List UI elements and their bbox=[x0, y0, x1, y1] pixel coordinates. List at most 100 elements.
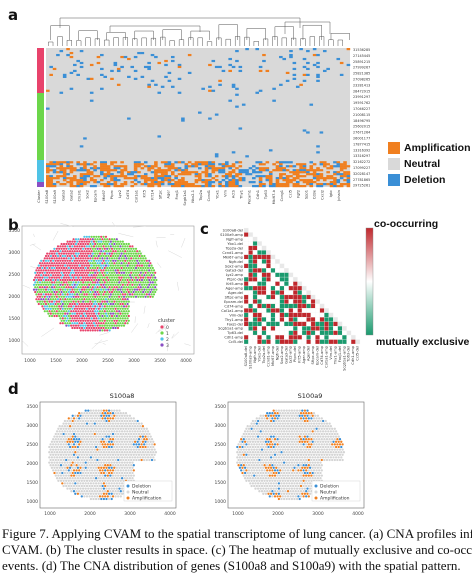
y-tick-label: 1000 bbox=[27, 499, 39, 505]
cluster-legend-label: 0 bbox=[166, 325, 169, 331]
cluster-segment bbox=[37, 48, 44, 93]
panel-d-label: d bbox=[8, 380, 19, 398]
row-label: 13316297 bbox=[353, 154, 370, 158]
column-label: Spp1 bbox=[304, 190, 308, 199]
row-label: 25891215 bbox=[353, 60, 370, 64]
cna-heatmap-grid bbox=[46, 48, 351, 188]
x-tick-label: 1000 bbox=[44, 511, 56, 517]
plot-s100a9-title: S100a9 bbox=[298, 392, 323, 400]
cna-legend: Amplification Neutral Deletion bbox=[388, 140, 474, 188]
column-label: Top2a bbox=[199, 190, 203, 202]
panel-c-cooccurrence-heatmap: S100a8-delS100a8-delS100a9-ampS100a9-amp… bbox=[218, 227, 374, 371]
legend-neutral-swatch bbox=[388, 158, 400, 170]
y-tick-label: 1500 bbox=[215, 480, 227, 486]
heatmap-col-label: Lyz2-amp bbox=[289, 345, 293, 363]
column-label: Mki67-b bbox=[272, 189, 276, 204]
cluster-legend-marker bbox=[160, 325, 164, 329]
row-labels: 31536285 27145445 25891215 27999267 25821385… bbox=[353, 48, 370, 188]
colorbar-top-label: co-occurring bbox=[374, 218, 439, 230]
heatmap-col-label: Ager-del bbox=[307, 346, 311, 361]
panel-c-label: c bbox=[200, 220, 209, 238]
x-tick-label: 3500 bbox=[154, 358, 166, 364]
column-label: Sftpc bbox=[159, 190, 163, 199]
panel-a-label: a bbox=[8, 6, 19, 24]
column-label: Cluster bbox=[37, 189, 41, 202]
x-tick-label: 1000 bbox=[232, 511, 244, 517]
legend-amplification: Amplification bbox=[388, 140, 474, 156]
row-label: 25602015 bbox=[353, 125, 370, 129]
column-label: Lyz2 bbox=[118, 190, 122, 198]
legend-marker bbox=[314, 496, 318, 500]
column-label: Epcam bbox=[94, 190, 98, 203]
heatmap-col-label: Scgb1a1-amp bbox=[342, 345, 346, 371]
y-tick-label: 1000 bbox=[215, 499, 227, 505]
heatmap-col-label: Gata3-del bbox=[284, 346, 288, 364]
y-tick-label: 2000 bbox=[9, 294, 21, 300]
heatmap-row-label: Vim-del bbox=[229, 313, 243, 317]
heatmap-col-label: Foxj1-del bbox=[338, 346, 342, 362]
x-tick-label: 2000 bbox=[76, 358, 88, 364]
row-label: 32028147 bbox=[353, 172, 370, 176]
panel-b-axis-ticks: 1000 1500 2000 2500 3000 3500 4000 3500 3000 2500… bbox=[9, 228, 192, 364]
legend-label: Neutral bbox=[132, 490, 149, 496]
heatmap-row-label: Ager-amp bbox=[226, 287, 244, 291]
row-label: 27781865 bbox=[353, 178, 370, 182]
heatmap-row-label: Ccnd1-amp bbox=[222, 251, 243, 255]
panel-d-spatial-cna: S100a8 1000 2000 3000 4000 3500 3000 2500 2000 1… bbox=[27, 392, 365, 517]
heatmap-col-label: Cd74-amp bbox=[320, 345, 324, 364]
figure-caption: Figure 7. Applying CVAM to the spatial t… bbox=[2, 526, 472, 576]
heatmap-row-label: Ptprc-del bbox=[227, 278, 243, 282]
legend-marker bbox=[126, 490, 130, 494]
column-label: Sox2 bbox=[86, 190, 90, 199]
cluster-legend-label: 2 bbox=[166, 337, 169, 343]
colorbar bbox=[365, 227, 374, 336]
heatmap-col-label: Ager-amp bbox=[302, 345, 306, 363]
row-label: 27999267 bbox=[353, 66, 370, 70]
y-tick-label: 2500 bbox=[9, 272, 21, 278]
heatmap-row-label: Sftpc-amp bbox=[225, 295, 244, 299]
column-label: Fgf2 bbox=[296, 190, 300, 198]
heatmap-row-label: Ybx1-del bbox=[227, 242, 243, 246]
column-label: Ptprc bbox=[110, 190, 114, 199]
heatmap-row-label: Col1a1-amp bbox=[221, 309, 243, 313]
heatmap-row-label: Cd74-amp bbox=[224, 304, 243, 308]
heatmap-row-label: Epcam-del bbox=[224, 300, 243, 304]
cluster-segment bbox=[37, 160, 44, 182]
heatmap-col-label: Mki67-amp bbox=[271, 345, 275, 366]
column-label: Actb bbox=[232, 189, 236, 198]
heatmap-col-label: Sox2-amp bbox=[280, 345, 284, 364]
row-label: 32162272 bbox=[353, 160, 370, 164]
column-label: Ybx1 bbox=[215, 190, 219, 199]
column-label: S100a9 bbox=[53, 189, 57, 203]
legend-amplification-swatch bbox=[388, 142, 400, 154]
y-tick-label: 3500 bbox=[9, 228, 21, 234]
cluster-legend-title: cluster bbox=[158, 318, 176, 324]
caption-line-2: CVAM. (b) The cluster results in space. … bbox=[2, 542, 472, 557]
legend-label: Deletion bbox=[132, 484, 151, 490]
legend-deletion-label: Deletion bbox=[404, 174, 446, 186]
x-tick-label: 2000 bbox=[272, 511, 284, 517]
x-tick-label: 4000 bbox=[164, 511, 176, 517]
column-label: Gata2 bbox=[69, 190, 73, 201]
heatmap-row-label: Foxj1-del bbox=[227, 322, 243, 326]
row-label: 23991297 bbox=[353, 95, 370, 99]
legend-deletion: Deletion bbox=[388, 172, 474, 188]
column-label: Thy1 bbox=[240, 190, 244, 200]
tissue-background bbox=[21, 222, 191, 352]
heatmap-col-label: Cdh1-amp bbox=[351, 345, 355, 364]
column-label: Chi3l1 bbox=[78, 190, 82, 201]
heatmap-col-label: Thy1-amp bbox=[333, 345, 337, 365]
legend-deletion-swatch bbox=[388, 174, 400, 186]
row-label: 23281413 bbox=[353, 83, 370, 87]
legend-marker bbox=[126, 484, 130, 488]
cluster-spots bbox=[32, 235, 158, 332]
heatmap-row-label: Gata3-del bbox=[225, 269, 243, 273]
plot-s100a9: S100a9 1000 2000 3000 4000 3500 3000 2500 2000 1… bbox=[215, 392, 365, 517]
x-tick-label: 2500 bbox=[102, 358, 114, 364]
column-label: Foxj1 bbox=[175, 190, 179, 199]
heatmap-row-label: Sox2-amp bbox=[225, 264, 244, 268]
heatmap-row-label: Top2a-del bbox=[225, 246, 243, 250]
column-label: Tp63 bbox=[264, 190, 268, 200]
heatmap-row-label: Mki67-amp bbox=[223, 255, 244, 259]
